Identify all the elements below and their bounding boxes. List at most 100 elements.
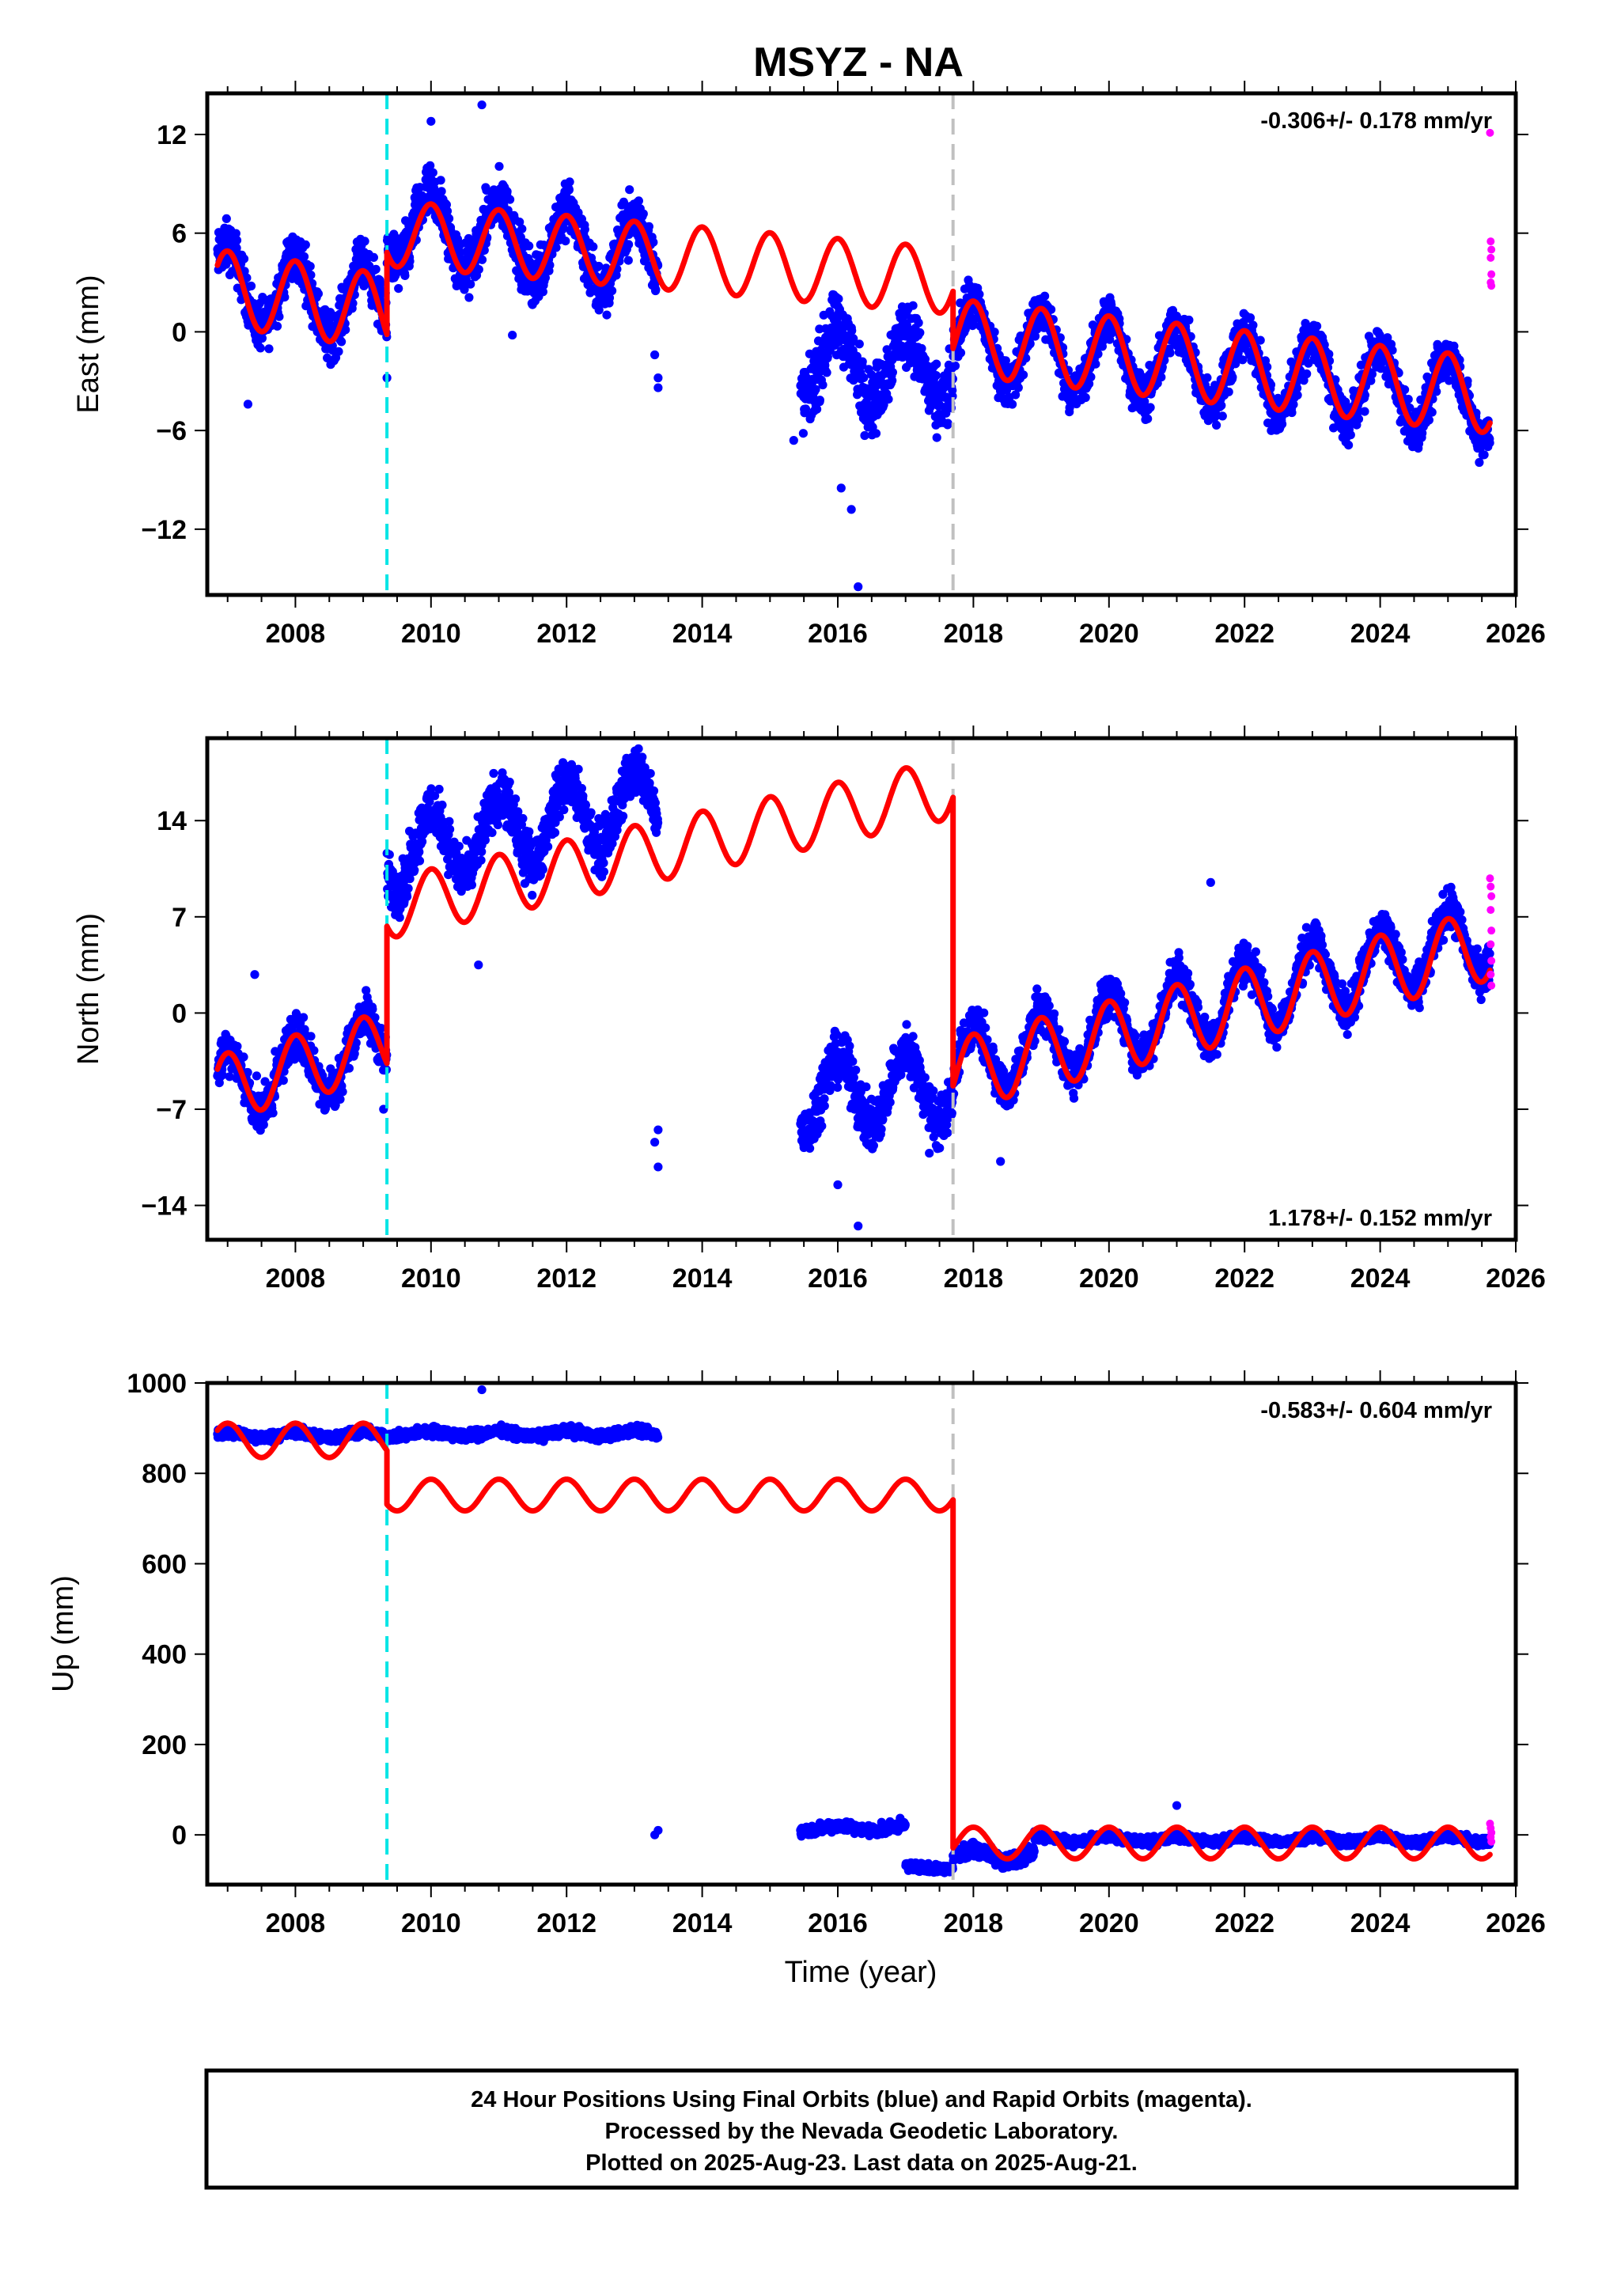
data-point — [1140, 396, 1149, 406]
rate-annotation: -0.306+/- 0.178 mm/yr — [1260, 108, 1492, 134]
data-point — [815, 324, 824, 334]
y-tick-label: −12 — [141, 515, 187, 545]
data-point — [259, 1120, 268, 1130]
outlier-point — [846, 505, 856, 514]
data-point — [1165, 348, 1175, 358]
data-point — [376, 278, 385, 288]
data-point — [477, 255, 487, 264]
data-point — [1047, 305, 1056, 314]
data-point — [917, 343, 926, 354]
data-point — [517, 224, 527, 233]
data-point — [528, 890, 537, 900]
data-point — [525, 241, 534, 251]
data-point — [1013, 383, 1023, 392]
data-point — [1344, 441, 1354, 450]
data-point — [882, 345, 892, 354]
data-point — [948, 392, 957, 401]
data-point — [801, 404, 811, 414]
data-point — [231, 229, 240, 238]
data-point — [436, 176, 445, 185]
data-point — [515, 218, 525, 227]
data-point — [871, 429, 881, 438]
data-point — [561, 237, 570, 246]
data-point — [454, 842, 464, 851]
x-tick-label: 2020 — [1079, 619, 1139, 649]
data-point — [506, 195, 515, 204]
data-point — [623, 256, 633, 265]
rapid-point — [1486, 237, 1495, 246]
data-point — [849, 334, 858, 343]
data-point — [257, 333, 267, 343]
data-point — [1360, 407, 1369, 416]
rapid-orbit-points — [1486, 128, 1496, 290]
data-point — [914, 318, 923, 328]
data-point — [908, 301, 918, 310]
data-point — [445, 824, 455, 834]
data-point — [341, 325, 350, 335]
rapid-point — [1487, 270, 1496, 278]
data-point — [511, 794, 521, 804]
data-point — [313, 289, 323, 298]
data-point — [888, 368, 897, 377]
x-tick-label: 2026 — [1486, 619, 1546, 649]
rapid-point — [1487, 282, 1496, 290]
data-point — [858, 357, 867, 366]
data-point — [301, 240, 310, 249]
data-point — [434, 784, 444, 794]
data-point — [538, 287, 548, 297]
y-tick-label: −6 — [156, 416, 187, 446]
data-point — [493, 820, 503, 830]
data-point — [1403, 395, 1413, 404]
data-point — [280, 293, 290, 302]
data-point — [1040, 291, 1050, 301]
outlier-point — [836, 483, 846, 493]
plot-area-north — [213, 738, 1496, 1240]
data-point — [518, 813, 528, 824]
data-point — [625, 185, 634, 195]
data-point — [222, 214, 231, 223]
data-point — [564, 185, 574, 195]
data-point — [812, 404, 822, 414]
y-tick-label: 0 — [172, 317, 187, 347]
data-point — [415, 847, 424, 857]
data-point — [1479, 450, 1489, 460]
data-point — [815, 396, 824, 405]
data-point — [1184, 315, 1194, 325]
data-point — [1143, 414, 1153, 423]
data-point — [1278, 419, 1287, 429]
data-point — [619, 197, 629, 206]
panels: 2008 2010 2012 2014 2016 2018 2020 2022 2024 2026… — [47, 81, 1546, 1938]
rapid-point — [1487, 245, 1496, 254]
data-point — [395, 913, 404, 923]
data-point — [608, 286, 617, 296]
data-point — [543, 842, 553, 851]
data-point — [482, 186, 491, 195]
data-point — [538, 865, 547, 874]
data-point — [445, 816, 454, 826]
data-point — [1218, 411, 1227, 421]
data-point — [540, 273, 551, 282]
data-point — [338, 1087, 347, 1097]
data-point — [932, 433, 941, 442]
data-point — [369, 252, 378, 262]
data-point — [852, 351, 862, 361]
data-point — [594, 305, 604, 315]
data-point — [634, 196, 644, 206]
data-point — [1030, 332, 1040, 341]
data-point — [990, 328, 999, 337]
final-orbit-points — [213, 744, 1494, 1231]
data-point — [252, 1071, 261, 1081]
data-point — [474, 265, 483, 275]
x-tick-label: 2012 — [536, 619, 596, 649]
x-tick-label: 2008 — [266, 619, 326, 649]
data-point — [932, 359, 941, 369]
data-point — [811, 385, 820, 394]
data-point — [822, 368, 831, 377]
data-point — [854, 339, 864, 349]
data-point — [402, 892, 412, 901]
data-point — [467, 880, 477, 890]
outlier-point — [477, 100, 487, 110]
data-point — [602, 310, 612, 320]
data-point — [394, 284, 403, 294]
data-point — [1427, 407, 1437, 417]
